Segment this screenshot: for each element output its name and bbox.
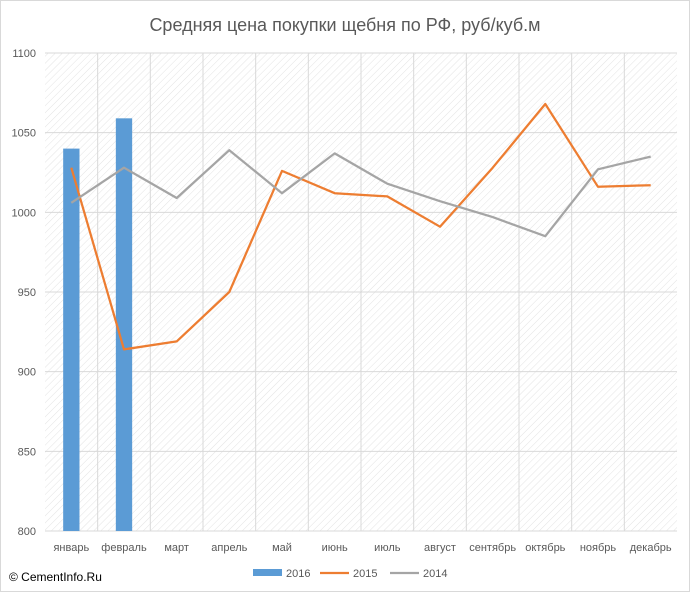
x-tick-label: январь [53, 542, 89, 554]
legend: 2016 2015 2014 [253, 568, 447, 580]
line-series-2015 [70, 102, 651, 351]
y-tick-label: 950 [18, 287, 36, 299]
x-tick-label: май [272, 542, 292, 554]
y-tick-label: 1100 [12, 48, 36, 60]
x-tick-label: ноябрь [580, 542, 617, 554]
bar-2016 [115, 118, 133, 532]
bar-series-layer [63, 118, 133, 532]
x-tick-label: февраль [101, 542, 147, 554]
x-tick-label: апрель [211, 542, 247, 554]
line-series-layer [70, 102, 651, 351]
bar-2016 [63, 148, 80, 531]
x-tick-label: декабрь [630, 542, 672, 554]
x-axis: январь февраль март апрель май июнь июль август… [53, 542, 671, 554]
x-tick-label: июль [374, 542, 401, 554]
y-axis: 800 850 900 950 1000 1050 1100 [12, 48, 36, 538]
y-tick-label: 1000 [12, 207, 36, 219]
legend-label-2016: 2016 [286, 568, 310, 580]
chart-title: Средняя цена покупки щебня по РФ, руб/ку… [149, 15, 540, 35]
legend-label-2014: 2014 [423, 568, 447, 580]
legend-swatch-2016 [253, 569, 282, 576]
x-tick-label: март [164, 542, 189, 554]
grid-layer [45, 52, 677, 532]
y-tick-label: 800 [18, 526, 36, 538]
legend-label-2015: 2015 [353, 568, 377, 580]
y-tick-label: 1050 [12, 128, 36, 140]
x-tick-label: сентябрь [469, 542, 516, 554]
copyright-text: © CementInfo.Ru [9, 570, 102, 584]
x-tick-label: август [424, 542, 456, 554]
y-tick-label: 850 [18, 446, 36, 458]
x-tick-label: июнь [322, 542, 348, 554]
line-series-2014 [70, 149, 651, 238]
y-tick-label: 900 [18, 367, 36, 379]
x-tick-label: октябрь [525, 542, 565, 554]
